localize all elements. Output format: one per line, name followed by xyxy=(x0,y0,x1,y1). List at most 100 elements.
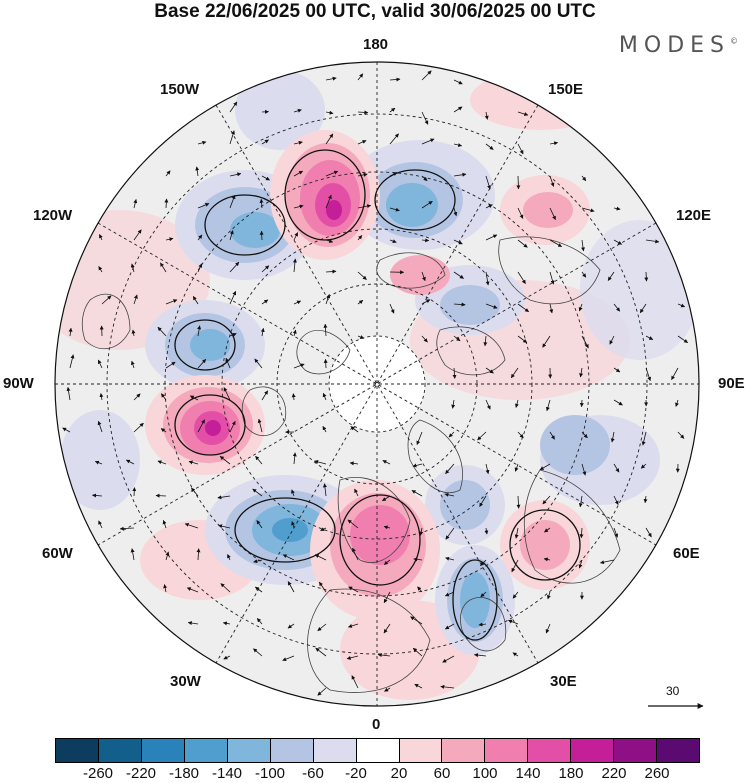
wind-arrow xyxy=(165,361,176,369)
wind-arrow xyxy=(579,527,584,539)
colorbar-swatch xyxy=(313,739,357,762)
wind-arrow xyxy=(641,431,647,446)
wind-arrow xyxy=(549,239,563,248)
wind-arrow xyxy=(99,393,104,401)
wind-arrow xyxy=(453,79,463,85)
wind-arrow xyxy=(613,367,621,373)
wind-arrow xyxy=(252,488,263,497)
wind-arrow xyxy=(444,623,455,630)
wind-arrow xyxy=(483,335,488,347)
wind-arrow xyxy=(223,655,231,660)
wind-arrow xyxy=(130,548,135,561)
wind-arrow xyxy=(254,586,263,593)
wind-arrow xyxy=(220,583,231,593)
negative-anomaly xyxy=(175,170,315,280)
wind-arrow xyxy=(453,207,458,217)
wind-arrow xyxy=(546,591,551,600)
wind-arrow xyxy=(357,172,368,177)
wind-arrow xyxy=(357,140,367,145)
colorbar-tick-label: -100 xyxy=(254,765,286,782)
anomaly-zone xyxy=(470,70,610,130)
wind-arrow xyxy=(453,239,463,245)
wind-arrow xyxy=(389,77,401,82)
wind-arrow xyxy=(133,422,144,433)
wind-arrow xyxy=(322,483,327,497)
wind-arrow xyxy=(389,172,398,177)
wind-arrow xyxy=(187,621,199,626)
wind-arrow xyxy=(444,492,455,497)
wind-arrow xyxy=(229,230,234,241)
wind-arrow xyxy=(219,455,231,465)
positive-anomaly xyxy=(390,255,450,295)
wind-arrow xyxy=(478,622,487,627)
polar-cap xyxy=(329,336,425,432)
wind-arrow xyxy=(229,332,237,337)
wind-arrow xyxy=(581,463,587,476)
wind-arrow xyxy=(130,263,135,273)
wind-arrow xyxy=(549,431,555,440)
wind-arrow xyxy=(421,200,433,209)
wind-arrow xyxy=(510,367,519,379)
wind-arrow xyxy=(421,70,432,81)
wind-arrow xyxy=(314,554,327,561)
wind-vectors xyxy=(62,70,689,696)
wind-arrow xyxy=(613,239,623,245)
wind-contours xyxy=(174,149,581,641)
wind-arrow xyxy=(165,551,170,561)
colorbar-ticks: -260 -220 -180 -140 -100 -60 -20 20 60 100 140 180 2… xyxy=(55,765,700,783)
wind-arrow xyxy=(196,548,201,561)
wind-arrow xyxy=(197,263,203,273)
wind-arrow xyxy=(165,299,178,305)
wind-arrow xyxy=(581,431,588,439)
wind-arrow xyxy=(66,386,71,401)
wind-arrow xyxy=(229,172,242,177)
wind-arrow xyxy=(133,294,138,305)
wind-arrow xyxy=(578,495,583,508)
wind-arrow xyxy=(197,359,207,369)
wind-arrow xyxy=(261,175,270,181)
wind-arrow xyxy=(581,271,587,278)
lon-label-30w: 30W xyxy=(170,673,201,690)
wind-arrow xyxy=(292,258,297,273)
wind-arrow xyxy=(325,76,337,81)
wind-arrow xyxy=(445,463,455,475)
wind-arrow xyxy=(413,557,423,562)
colorbar-swatch xyxy=(485,739,529,762)
wind-arrow xyxy=(448,431,455,438)
wind-arrow xyxy=(410,616,423,625)
lon-label-90e: 90E xyxy=(718,375,745,392)
wind-arrow xyxy=(421,335,428,343)
wind-arrow xyxy=(191,487,199,497)
wind-arrow xyxy=(485,399,491,410)
lon-label-60w: 60W xyxy=(42,545,73,562)
wind-arrow xyxy=(131,329,136,337)
wind-arrow xyxy=(261,265,270,273)
wind-arrow xyxy=(293,204,304,209)
wind-arrow xyxy=(421,175,428,182)
wind-arrow xyxy=(517,335,528,344)
wind-arrow xyxy=(259,198,264,209)
colorbar-swatch xyxy=(227,739,271,762)
wind-arrow xyxy=(225,357,231,369)
wind-arrow xyxy=(485,303,498,309)
wind-arrow xyxy=(549,271,555,285)
wind-arrow xyxy=(259,230,264,241)
wind-arrow xyxy=(322,392,327,401)
negative-anomaly xyxy=(540,415,610,475)
wind-arrow xyxy=(383,525,391,530)
wind-arrow xyxy=(411,490,423,497)
wind-arrow xyxy=(155,493,167,498)
wind-arrow xyxy=(508,619,519,625)
wind-arrow xyxy=(325,194,332,209)
colorbar-swatch xyxy=(614,739,658,762)
wind-arrow xyxy=(350,426,359,433)
colorbar-tick-label: 20 xyxy=(390,765,408,782)
wind-arrow xyxy=(581,175,587,182)
wind-arrow xyxy=(485,204,493,209)
wind-arrow xyxy=(197,325,202,337)
colorbar-tick-label: 140 xyxy=(515,765,541,782)
wind-arrow xyxy=(377,653,391,658)
wind-arrow xyxy=(317,623,327,632)
wind-arrow xyxy=(261,299,269,305)
wind-arrow xyxy=(94,460,103,465)
